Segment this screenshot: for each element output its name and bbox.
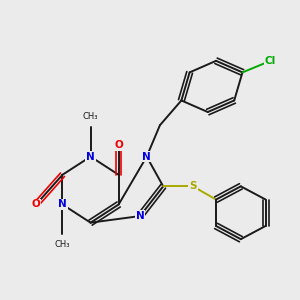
Text: O: O [114, 140, 123, 150]
Text: N: N [86, 152, 95, 162]
Text: O: O [32, 200, 40, 209]
Text: S: S [189, 181, 197, 191]
Text: CH₃: CH₃ [83, 112, 98, 121]
Text: N: N [142, 152, 151, 162]
Text: N: N [136, 211, 145, 221]
Text: N: N [58, 200, 67, 209]
Text: CH₃: CH₃ [55, 240, 70, 249]
Text: Cl: Cl [265, 56, 276, 66]
